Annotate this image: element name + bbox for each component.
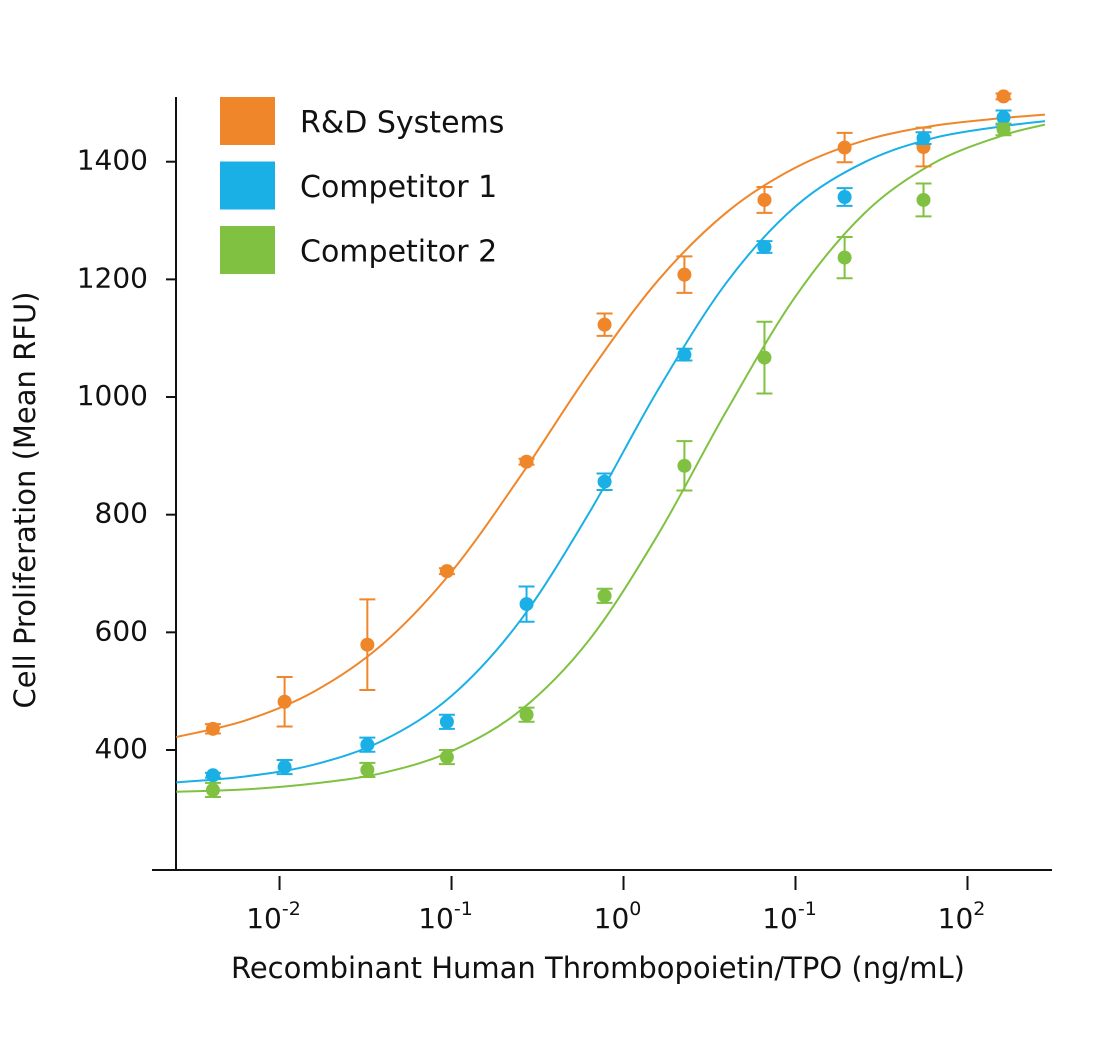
data-point [277,760,292,775]
x-axis-title: Recombinant Human Thrombopoietin/TPO (ng… [231,951,965,985]
y-tick-label: 1000 [77,379,148,412]
y-tick-label: 400 [95,732,148,765]
legend-swatch [220,226,275,274]
data-point [837,190,852,205]
data-point [205,768,220,783]
data-point [597,317,612,332]
data-point [677,267,692,282]
data-point [360,637,375,652]
tick-exponent: 2 [973,898,985,920]
data-point [837,250,852,265]
data-point [996,89,1011,104]
y-tick-label: 1400 [77,144,148,177]
tick-base: 10 [418,902,454,935]
y-tick-label: 800 [95,497,148,530]
data-point [996,122,1011,137]
x-tick-label: 102 [938,898,986,936]
x-tick-label: 10-1 [418,898,473,936]
legend-swatch [220,97,275,145]
x-tick-label: 10-1 [762,898,817,936]
y-axis-title: Cell Proliferation (Mean RFU) [8,292,42,709]
y-tick-label: 600 [95,614,148,647]
data-point [439,750,454,765]
data-point [837,140,852,155]
data-point [916,131,931,146]
data-point [439,714,454,729]
data-point [757,240,772,255]
tick-exponent: 0 [629,898,641,920]
data-point [439,564,454,579]
data-point [677,458,692,473]
data-point [916,192,931,207]
data-point [360,737,375,752]
data-point [205,721,220,736]
x-tick-label: 10-2 [246,898,301,936]
data-point [597,474,612,489]
tick-exponent: -1 [798,898,817,920]
data-point [519,707,534,722]
tick-base: 10 [594,902,630,935]
data-point [277,694,292,709]
tick-base: 10 [246,902,282,935]
fit-curve [176,123,1046,793]
y-tick-label: 1200 [77,261,148,294]
data-point [757,350,772,365]
data-point [677,347,692,362]
legend-label: Competitor 1 [300,170,497,205]
data-point [597,588,612,603]
legend-label: Competitor 2 [300,235,497,270]
legend-swatch [220,161,275,210]
tick-exponent: -1 [454,898,473,920]
fit-curve [176,113,1046,739]
tick-base: 10 [762,902,798,935]
data-point [519,454,534,469]
data-point [360,762,375,777]
data-point [996,110,1011,125]
data-point [519,597,534,612]
tick-exponent: -2 [282,898,301,920]
fit-curve [176,120,1046,784]
legend-label: R&D Systems [300,106,504,141]
data-point [757,192,772,207]
tick-base: 10 [938,902,974,935]
data-point [205,782,220,797]
x-tick-label: 100 [594,898,642,936]
